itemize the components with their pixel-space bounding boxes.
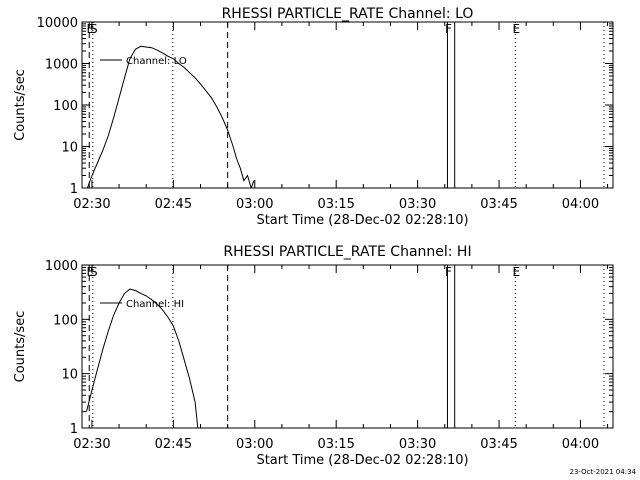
y-tick-label: 10000 [37, 16, 78, 31]
x-tick-label: 04:00 [562, 437, 599, 452]
x-tick-label: 02:30 [73, 197, 110, 212]
plot-frame [81, 21, 614, 189]
x-tick-label: 03:45 [480, 197, 517, 212]
x-tick-label: 03:30 [399, 437, 436, 452]
x-tick-label: 03:00 [236, 197, 273, 212]
y-axis-label: Counts/sec [13, 69, 28, 141]
x-tick-label: 03:45 [480, 437, 517, 452]
event-marker-label: E [86, 22, 94, 36]
y-tick-label: 1000 [45, 58, 78, 73]
x-axis-label: Start Time (28-Dec-02 02:28:10) [256, 213, 468, 228]
y-tick-label: 1000 [45, 259, 78, 274]
series-line [86, 288, 199, 428]
series-line [86, 45, 255, 188]
event-marker-label: F [445, 265, 452, 279]
hi-channel-chart: RHESSI PARTICLE_RATE Channel: HI 1 10 100 10… [13, 244, 614, 468]
event-marker-label: E [513, 265, 521, 279]
x-tick-label: 02:30 [73, 437, 110, 452]
event-marker-label: E [86, 265, 94, 279]
x-tick-label: 02:45 [155, 197, 192, 212]
x-tick-label: 02:45 [155, 437, 192, 452]
x-tick-label: 03:15 [317, 437, 354, 452]
y-axis-label: Counts/sec [13, 311, 28, 383]
chart-title: RHESSI PARTICLE_RATE Channel: LO [222, 6, 474, 22]
legend-label: Channel: HI [126, 299, 184, 310]
x-tick-label: 03:00 [236, 437, 273, 452]
x-axis-label: Start Time (28-Dec-02 02:28:10) [256, 453, 468, 468]
footer-timestamp: 23-Oct-2021 04:34 [570, 468, 637, 476]
y-tick-label: 10 [61, 141, 78, 156]
x-tick-label: 03:15 [317, 197, 354, 212]
event-marker-label: S [90, 265, 98, 279]
lo-channel-chart: RHESSI PARTICLE_RATE Channel: LO 1 10 100 10… [13, 6, 614, 228]
event-marker-label: S [90, 22, 98, 36]
y-tick-label: 1 [70, 182, 78, 197]
x-tick-label: 04:00 [562, 197, 599, 212]
plot-frame [81, 264, 614, 429]
chart-title: RHESSI PARTICLE_RATE Channel: HI [223, 244, 471, 260]
y-tick-label: 1 [70, 422, 78, 437]
y-tick-label: 100 [53, 313, 78, 328]
y-tick-label: 10 [61, 368, 78, 383]
event-marker-label: F [445, 22, 452, 36]
y-tick-label: 100 [53, 99, 78, 114]
event-marker-label: E [513, 22, 521, 36]
legend-label: Channel: LO [126, 56, 187, 67]
x-tick-label: 03:30 [399, 197, 436, 212]
